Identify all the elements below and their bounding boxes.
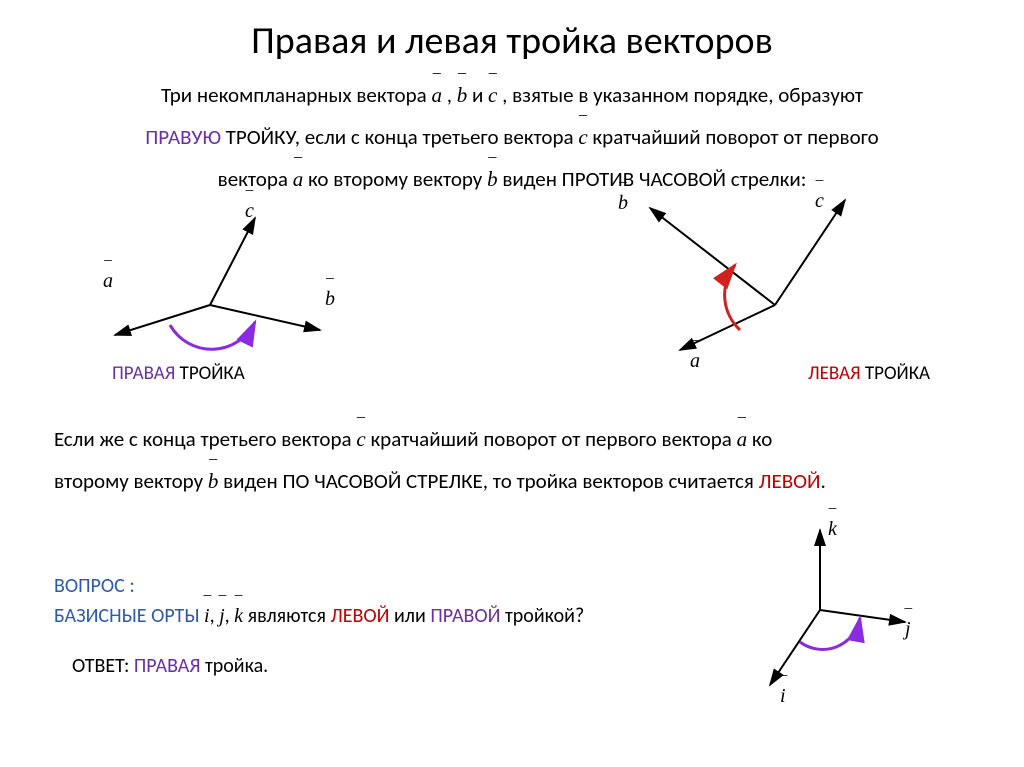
label-a: a xyxy=(103,270,113,293)
vector-k: k xyxy=(234,605,243,628)
text: . xyxy=(821,468,826,494)
left-word: ЛЕВАЯ xyxy=(808,362,861,385)
text: тройка. xyxy=(205,654,268,678)
diagram-basis: i j k xyxy=(720,530,930,710)
right-word: ПРАВАЯ xyxy=(134,654,201,678)
vector-a: a xyxy=(293,167,304,192)
question-line: БАЗИСНЫЕ ОРТЫ i, j, k являются ЛЕВОЙ или… xyxy=(54,604,584,628)
vector-i: i xyxy=(204,605,210,628)
right-def-line2: вектора a ко второму вектору b виден ПРО… xyxy=(0,166,1024,192)
text: Если же с конца третьего вектора xyxy=(54,426,356,452)
right-word: ПРАВАЯ xyxy=(112,362,175,385)
left-def-line1: Если же с конца третьего вектора c кратч… xyxy=(54,426,970,452)
text: ТРОЙКА xyxy=(861,362,930,385)
page-title: Правая и левая тройка векторов xyxy=(0,18,1024,64)
label-c: c xyxy=(815,190,824,213)
text: кратчайший поворот от первого xyxy=(592,124,878,150)
vector-b: b xyxy=(457,83,468,108)
text: или xyxy=(394,604,430,628)
caption-right-triple: ПРАВАЯ ТРОЙКА xyxy=(112,362,245,385)
left-word: ЛЕВОЙ xyxy=(330,604,389,628)
text: виден ПО ЧАСОВОЙ СТРЕЛКЕ, то тройка вект… xyxy=(223,468,759,494)
vector-c: c xyxy=(488,83,497,108)
answer-line: ОТВЕТ: ПРАВАЯ тройка. xyxy=(72,654,268,678)
vector-a: a xyxy=(737,427,748,452)
text: тройкой? xyxy=(505,604,584,628)
left-def-line2: второму вектору b виден ПО ЧАСОВОЙ СТРЕЛ… xyxy=(54,468,970,494)
text: ко второму вектору xyxy=(308,166,487,192)
text: , взятые в указанном порядке, образуют xyxy=(502,82,863,108)
text: являются xyxy=(248,604,331,628)
text: ко xyxy=(752,426,773,452)
vector-j: j xyxy=(219,605,225,628)
text: второму вектору xyxy=(54,468,208,494)
caption-left-triple: ЛЕВАЯ ТРОЙКА xyxy=(808,362,930,385)
text: ТРОЙКА xyxy=(175,362,244,385)
vector-c: c xyxy=(356,427,365,452)
question-label: ВОПРОС : xyxy=(54,574,135,598)
diagram-right-triple: a b c xyxy=(95,210,355,370)
right-def-line1: ПРАВУЮ ТРОЙКУ, если с конца третьего век… xyxy=(0,124,1024,150)
text: виден ПРОТИВ ЧАСОВОЙ стрелки: xyxy=(502,166,806,192)
label-i: i xyxy=(780,685,786,708)
text: , xyxy=(225,604,235,628)
right-word: ПРАВУЮ xyxy=(145,124,221,150)
text: БАЗИСНЫЕ ОРТЫ xyxy=(54,604,204,628)
label-c: c xyxy=(245,200,254,223)
text: Три некомпланарных вектора xyxy=(161,82,431,108)
diagram-left-triple: a b c xyxy=(620,200,880,370)
vector-a: a xyxy=(431,83,442,108)
label-j: j xyxy=(905,618,911,641)
text: кратчайший поворот от первого вектора xyxy=(370,426,736,452)
right-word: ПРАВОЙ xyxy=(430,604,500,628)
text: , xyxy=(210,604,220,628)
vector-b: b xyxy=(487,167,498,192)
label-b: b xyxy=(325,288,335,311)
text: ТРОЙКУ, если с конца третьего вектора xyxy=(226,124,579,150)
left-word: ЛЕВОЙ xyxy=(759,468,821,494)
vector-b: b xyxy=(208,469,219,494)
intro-line: Три некомпланарных вектора a , b и c , в… xyxy=(0,82,1024,108)
vector-c: c xyxy=(578,125,587,150)
label-a: a xyxy=(690,350,700,373)
label-k: k xyxy=(828,518,837,541)
text: , xyxy=(447,82,457,108)
text: и xyxy=(472,82,488,108)
text: вектора xyxy=(218,166,293,192)
label-b: b xyxy=(618,192,628,215)
text: ОТВЕТ: xyxy=(72,654,134,678)
